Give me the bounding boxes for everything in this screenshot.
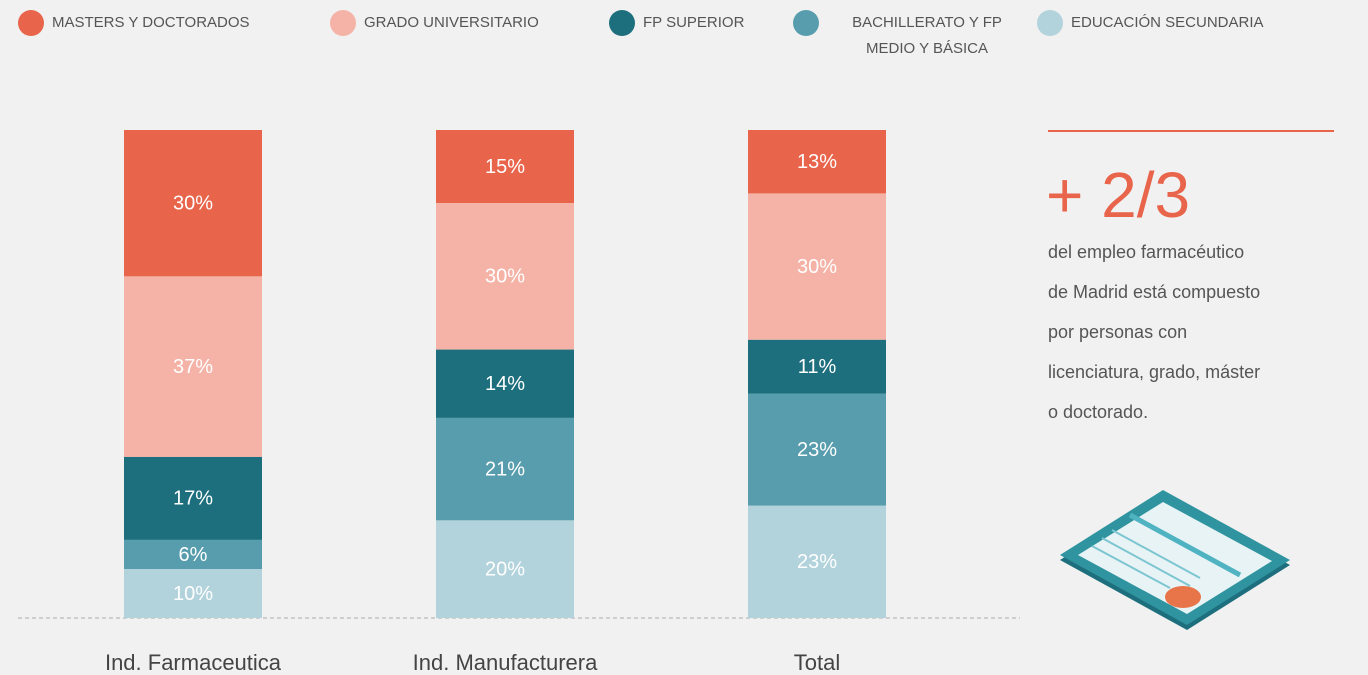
bar-segment — [436, 520, 574, 618]
legend-label: MASTERS Y DOCTORADOS — [52, 14, 250, 31]
panel-text: licenciatura, grado, máster — [1048, 362, 1260, 382]
bar-segment — [436, 130, 574, 204]
legend-swatch — [18, 10, 44, 36]
legend-item: GRADO UNIVERSITARIO — [330, 10, 539, 36]
value-label: 10% — [173, 583, 213, 605]
panel-headline: + 2/3 — [1046, 159, 1190, 231]
certificate-icon — [1060, 490, 1290, 630]
bar-segment — [748, 193, 886, 340]
value-label: 14% — [485, 373, 525, 395]
legend-item: EDUCACIÓN SECUNDARIA — [1037, 10, 1264, 36]
bar-segment — [748, 393, 886, 506]
legend-swatch — [1037, 10, 1063, 36]
value-label: 6% — [179, 544, 208, 566]
value-label: 30% — [173, 192, 213, 214]
bar-segment — [124, 539, 262, 570]
x-tick-label: Total — [794, 650, 840, 675]
bar-segment — [124, 276, 262, 457]
legend-item: FP SUPERIOR — [609, 10, 744, 36]
bar-segment — [436, 417, 574, 521]
panel-text: por personas con — [1048, 322, 1187, 342]
value-label: 21% — [485, 458, 525, 480]
legend-label: BACHILLERATO Y FP MEDIO Y BÁSICA — [852, 14, 1002, 57]
legend-label: GRADO UNIVERSITARIO — [364, 14, 539, 31]
value-label: 13% — [797, 151, 837, 173]
bar-segment — [748, 130, 886, 194]
legend-swatch — [609, 10, 635, 36]
value-label: 30% — [485, 266, 525, 288]
legend-item: BACHILLERATO Y FP MEDIO Y BÁSICA — [793, 10, 1027, 62]
bar-segment — [748, 505, 886, 618]
bar-segment — [124, 569, 262, 618]
value-label: 30% — [797, 256, 837, 278]
legend-item: MASTERS Y DOCTORADOS — [18, 10, 250, 36]
legend-label: EDUCACIÓN SECUNDARIA — [1071, 14, 1264, 31]
panel-text: o doctorado. — [1048, 402, 1148, 422]
value-label: 23% — [797, 439, 837, 461]
x-tick-label: Ind. Manufacturera — [413, 650, 598, 675]
panel-text: de Madrid está compuesto — [1048, 282, 1260, 302]
bar-segment — [436, 203, 574, 350]
value-label: 20% — [485, 558, 525, 580]
legend-swatch — [330, 10, 356, 36]
value-label: 15% — [485, 156, 525, 178]
bar-segment — [124, 456, 262, 540]
value-label: 11% — [798, 356, 837, 378]
panel-text: del empleo farmacéutico — [1048, 242, 1244, 262]
x-tick-label: Ind. Farmaceutica — [105, 650, 282, 675]
legend-label: FP SUPERIOR — [643, 14, 745, 31]
value-label: 37% — [173, 356, 213, 378]
value-label: 17% — [173, 488, 213, 510]
bar-segment — [748, 339, 886, 394]
legend-swatch — [793, 10, 819, 36]
bar-segment — [124, 130, 262, 277]
bar-segment — [436, 349, 574, 418]
value-label: 23% — [797, 551, 837, 573]
